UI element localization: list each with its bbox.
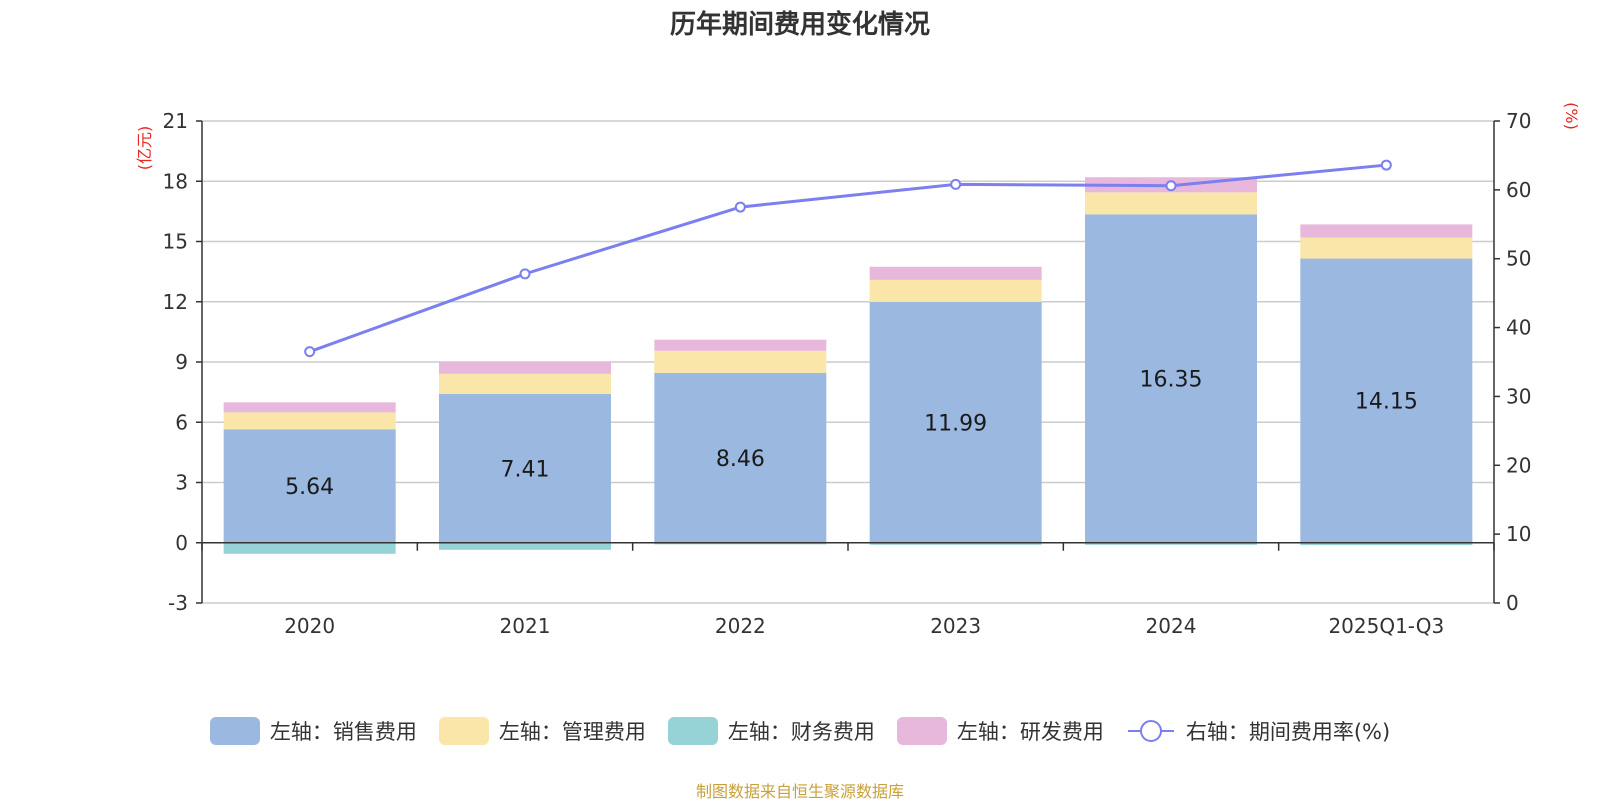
bar-3-2024: [1085, 542, 1257, 545]
right-axis-tick-label: 30: [1506, 384, 1531, 408]
right-axis-tick-label: 50: [1506, 247, 1531, 271]
legend-label-rate: 右轴：期间费用率(%): [1185, 720, 1391, 744]
right-axis-tick-label: 10: [1506, 522, 1531, 546]
bar-1-2024: [1085, 214, 1257, 543]
legend-label-finance: 左轴：财务费用: [727, 720, 875, 744]
right-axis-tick-label: 20: [1506, 453, 1531, 477]
legend-label-admin: 左轴：管理费用: [498, 720, 646, 744]
rate-point: [304, 346, 316, 358]
left-axis-unit: (亿元): [135, 126, 154, 171]
rate-point: [519, 268, 531, 280]
x-axis-tick-label: 2021: [500, 614, 551, 638]
bar-1-2022: [654, 372, 827, 543]
bar-2-2022: [654, 350, 827, 373]
bar-4-2022: [654, 339, 827, 351]
bar-3-2020: [223, 542, 396, 554]
bar-2-2021: [439, 373, 611, 394]
bar-value-label: 5.64: [285, 475, 334, 500]
bar-value-label: 7.41: [501, 457, 550, 482]
bar-4-2020: [223, 402, 396, 413]
left-axis-tick-label: 3: [175, 471, 188, 495]
legend-label-rnd: 左轴：研发费用: [956, 720, 1104, 744]
right-axis-tick-label: 70: [1506, 109, 1531, 133]
rate-line: [309, 163, 1387, 354]
bar-4-2025Q1-Q3: [1300, 224, 1473, 238]
bar-value-label: 11.99: [924, 411, 987, 436]
legend-swatch-admin: [438, 717, 489, 745]
rate-point: [950, 178, 962, 190]
left-axis-tick-label: 15: [163, 230, 188, 254]
chart-title: 历年期间费用变化情况: [669, 10, 930, 40]
legend-item-finance[interactable]: 左轴：财务费用: [667, 716, 875, 746]
legend-swatch-sales: [209, 717, 260, 745]
bar-value-label: 16.35: [1140, 368, 1203, 393]
left-axis-tick-label: 12: [163, 290, 188, 314]
rate-line-series: [304, 159, 1392, 358]
left-axis-tick-label: 18: [163, 169, 188, 193]
x-axis-tick-label: 2022: [715, 614, 766, 638]
legend-item-sales[interactable]: 左轴：销售费用: [209, 716, 417, 746]
legend-line-marker-icon: [1127, 720, 1174, 742]
bar-value-label: 14.15: [1355, 390, 1418, 415]
source-note: 制图数据来自恒生聚源数据库: [695, 782, 904, 801]
bar-3-2023: [869, 542, 1042, 545]
legend-item-rate[interactable]: 右轴：期间费用率(%): [1126, 716, 1390, 746]
bar-3-2021: [439, 542, 611, 550]
bar-series: [223, 177, 1473, 554]
legend-item-rnd[interactable]: 左轴：研发费用: [896, 716, 1104, 746]
x-axis-tick-label: 2023: [930, 614, 981, 638]
bar-2-2025Q1-Q3: [1300, 237, 1473, 259]
bar-3-2025Q1-Q3: [1300, 542, 1473, 546]
x-axis-tick-label: 2020: [284, 614, 335, 638]
rate-point: [734, 201, 746, 213]
rate-point: [1380, 159, 1392, 171]
bar-2-2020: [223, 412, 396, 430]
bar-value-label: 8.46: [716, 447, 765, 472]
bar-1-2020: [223, 429, 396, 543]
rate-point: [1165, 180, 1177, 192]
bar-3-2022: [654, 542, 827, 545]
bar-1-2021: [439, 393, 611, 543]
legend-label-sales: 左轴：销售费用: [269, 720, 417, 744]
left-axis-tick-label: 21: [163, 109, 188, 133]
legend-item-admin[interactable]: 左轴：管理费用: [438, 716, 646, 746]
bar-4-2021: [439, 361, 611, 374]
left-axis-tick-label: 6: [175, 410, 188, 434]
right-axis-tick-label: 0: [1506, 591, 1519, 615]
right-axis-unit: (%): [1562, 102, 1581, 130]
right-axis-tick-label: 60: [1506, 178, 1531, 202]
x-axis-tick-label: 2024: [1146, 614, 1197, 638]
left-axis-tick-label: 0: [175, 531, 188, 555]
legend: 左轴：销售费用 左轴：管理费用 左轴：财务费用 左轴：研发费用 右轴：期间费用率…: [0, 716, 1600, 746]
bar-2-2023: [869, 279, 1042, 302]
legend-swatch-finance: [667, 717, 718, 745]
grid-lines: [202, 120, 1494, 604]
bar-4-2023: [869, 266, 1042, 280]
bar-1-2023: [869, 301, 1042, 543]
left-axis-tick-label: 9: [175, 350, 188, 374]
legend-swatch-rnd: [896, 717, 947, 745]
x-axis-tick-label: 2025Q1-Q3: [1328, 614, 1444, 638]
axes: -3 0 3 6 9 12 15 18 21 0 10 20 30 40 50 60 70 2020 2021 202…: [163, 109, 1532, 638]
bar-2-2024: [1085, 192, 1257, 215]
bar-1-2025Q1-Q3: [1300, 258, 1473, 543]
right-axis-tick-label: 40: [1506, 316, 1531, 340]
left-axis-tick-label: -3: [168, 591, 188, 615]
bar-labels: 5.64 7.41 8.46 11.99 16.35 14.15: [285, 368, 1418, 501]
